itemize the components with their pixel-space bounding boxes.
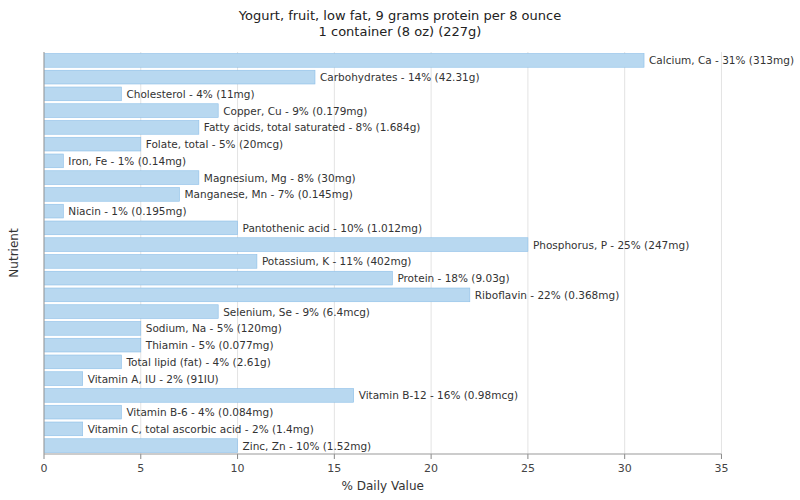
category-label: Zinc, Zn - 10% (1.52mg)	[243, 440, 372, 452]
category-label: Calcium, Ca - 31% (313mg)	[649, 54, 794, 66]
tick-label: 35	[714, 462, 728, 475]
bar	[44, 389, 354, 403]
category-label: Protein - 18% (9.03g)	[397, 272, 509, 284]
tick-mark	[624, 454, 625, 459]
bar	[44, 137, 141, 151]
bars	[44, 54, 644, 453]
category-label: Niacin - 1% (0.195mg)	[68, 205, 186, 217]
bar	[44, 322, 141, 336]
category-label: Carbohydrates - 14% (42.31g)	[320, 71, 480, 83]
category-label: Thiamin - 5% (0.077mg)	[145, 339, 274, 351]
category-label: Pantothenic acid - 10% (1.012mg)	[243, 222, 422, 234]
y-axis-label: Nutrient	[7, 228, 21, 278]
bar	[44, 188, 179, 202]
bar	[44, 288, 470, 302]
x-axis-label: % Daily Value	[342, 479, 424, 493]
bar	[44, 121, 199, 135]
bar	[44, 405, 121, 419]
tick-mark	[431, 454, 432, 459]
category-label: Fatty acids, total saturated - 8% (1.684…	[204, 121, 421, 133]
category-label: Copper, Cu - 9% (0.179mg)	[223, 105, 367, 117]
tick-label: 20	[424, 462, 438, 475]
category-label: Total lipid (fat) - 4% (2.61g)	[125, 356, 270, 368]
bar	[44, 70, 315, 84]
bar	[44, 439, 238, 453]
tick-label: 25	[521, 462, 535, 475]
tick-label: 30	[618, 462, 632, 475]
category-label: Potassium, K - 11% (402mg)	[262, 255, 412, 267]
tick-mark	[237, 454, 238, 459]
background	[0, 0, 800, 500]
category-label: Vitamin C, total ascorbic acid - 2% (1.4…	[88, 423, 314, 435]
grid	[44, 52, 721, 454]
bar	[44, 171, 199, 185]
y-axis-line	[44, 52, 45, 454]
grid-line	[624, 52, 625, 454]
category-label: Sodium, Na - 5% (120mg)	[146, 322, 282, 334]
category-label: Folate, total - 5% (20mcg)	[146, 138, 283, 150]
category-label: Magnesium, Mg - 8% (30mg)	[204, 172, 356, 184]
category-label: Riboflavin - 22% (0.368mg)	[475, 289, 619, 301]
bar	[44, 54, 644, 68]
category-label: Phosphorus, P - 25% (247mg)	[533, 239, 689, 251]
grid-line	[721, 52, 722, 454]
tick-mark	[527, 454, 528, 459]
category-label: Cholesterol - 4% (11mg)	[126, 88, 254, 100]
chart-title: Yogurt, fruit, low fat, 9 grams protein …	[238, 8, 561, 39]
category-label: Manganese, Mn - 7% (0.145mg)	[184, 188, 352, 200]
tick-label: 15	[327, 462, 341, 475]
category-label: Vitamin B-12 - 16% (0.98mcg)	[359, 389, 518, 401]
bar	[44, 104, 218, 118]
bar	[44, 305, 218, 319]
bar	[44, 255, 257, 269]
bar	[44, 221, 238, 235]
category-label: Vitamin B-6 - 4% (0.084mg)	[126, 406, 273, 418]
bar	[44, 238, 528, 252]
chart-container: Yogurt, fruit, low fat, 9 grams protein …	[0, 0, 800, 500]
bar	[44, 154, 63, 168]
bar	[44, 271, 392, 285]
tick-mark	[334, 454, 335, 459]
grid-line	[527, 52, 528, 454]
tick-label: 5	[137, 462, 144, 475]
tick-mark	[721, 454, 722, 459]
tick-label: 10	[231, 462, 245, 475]
chart-svg: Yogurt, fruit, low fat, 9 grams protein …	[0, 0, 800, 500]
chart-title-line: 1 container (8 oz) (227g)	[319, 24, 482, 39]
bar	[44, 355, 121, 369]
bar	[44, 422, 83, 436]
grid-line	[44, 52, 45, 454]
tick-label: 0	[41, 462, 48, 475]
x-axis-line	[44, 454, 721, 455]
tick-mark	[44, 454, 45, 459]
bar	[44, 204, 63, 218]
chart-title-line: Yogurt, fruit, low fat, 9 grams protein …	[238, 8, 561, 23]
bar	[44, 338, 141, 352]
bar	[44, 372, 83, 386]
category-label: Selenium, Se - 9% (6.4mcg)	[223, 306, 370, 318]
category-label: Iron, Fe - 1% (0.14mg)	[68, 155, 186, 167]
tick-mark	[140, 454, 141, 459]
category-label: Vitamin A, IU - 2% (91IU)	[88, 373, 219, 385]
bar	[44, 87, 121, 101]
